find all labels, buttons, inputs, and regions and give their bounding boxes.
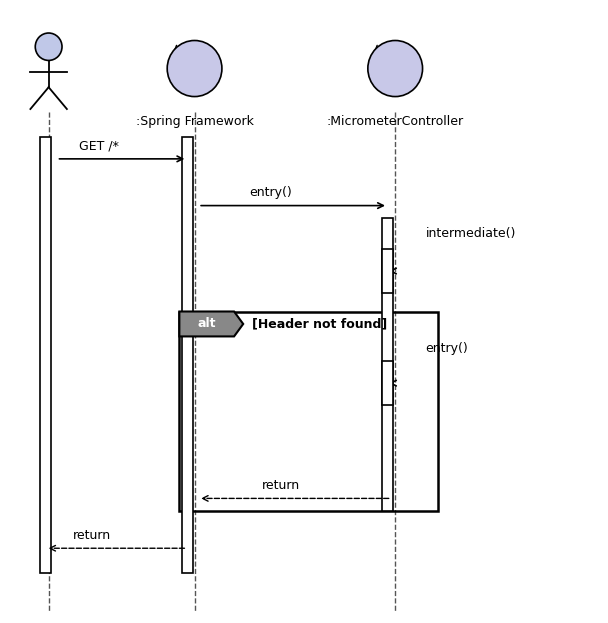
Text: return: return bbox=[261, 479, 300, 492]
Bar bbox=[40, 137, 51, 573]
Text: intermediate(): intermediate() bbox=[426, 227, 516, 240]
Text: return: return bbox=[73, 529, 111, 542]
Text: [Header not found]: [Header not found] bbox=[252, 318, 387, 330]
Circle shape bbox=[167, 40, 222, 97]
Circle shape bbox=[368, 40, 423, 97]
Bar bbox=[382, 249, 393, 293]
Circle shape bbox=[35, 33, 62, 60]
Text: :MicrometerController: :MicrometerController bbox=[326, 115, 464, 128]
Bar bbox=[382, 218, 393, 511]
Text: entry(): entry() bbox=[249, 186, 292, 199]
Bar bbox=[179, 312, 438, 511]
Bar bbox=[382, 361, 393, 405]
Polygon shape bbox=[179, 312, 243, 336]
Text: entry(): entry() bbox=[426, 343, 468, 355]
Bar bbox=[182, 137, 193, 573]
Text: :Spring Framework: :Spring Framework bbox=[136, 115, 254, 128]
Text: GET /*: GET /* bbox=[79, 140, 119, 153]
Text: alt: alt bbox=[198, 318, 216, 330]
